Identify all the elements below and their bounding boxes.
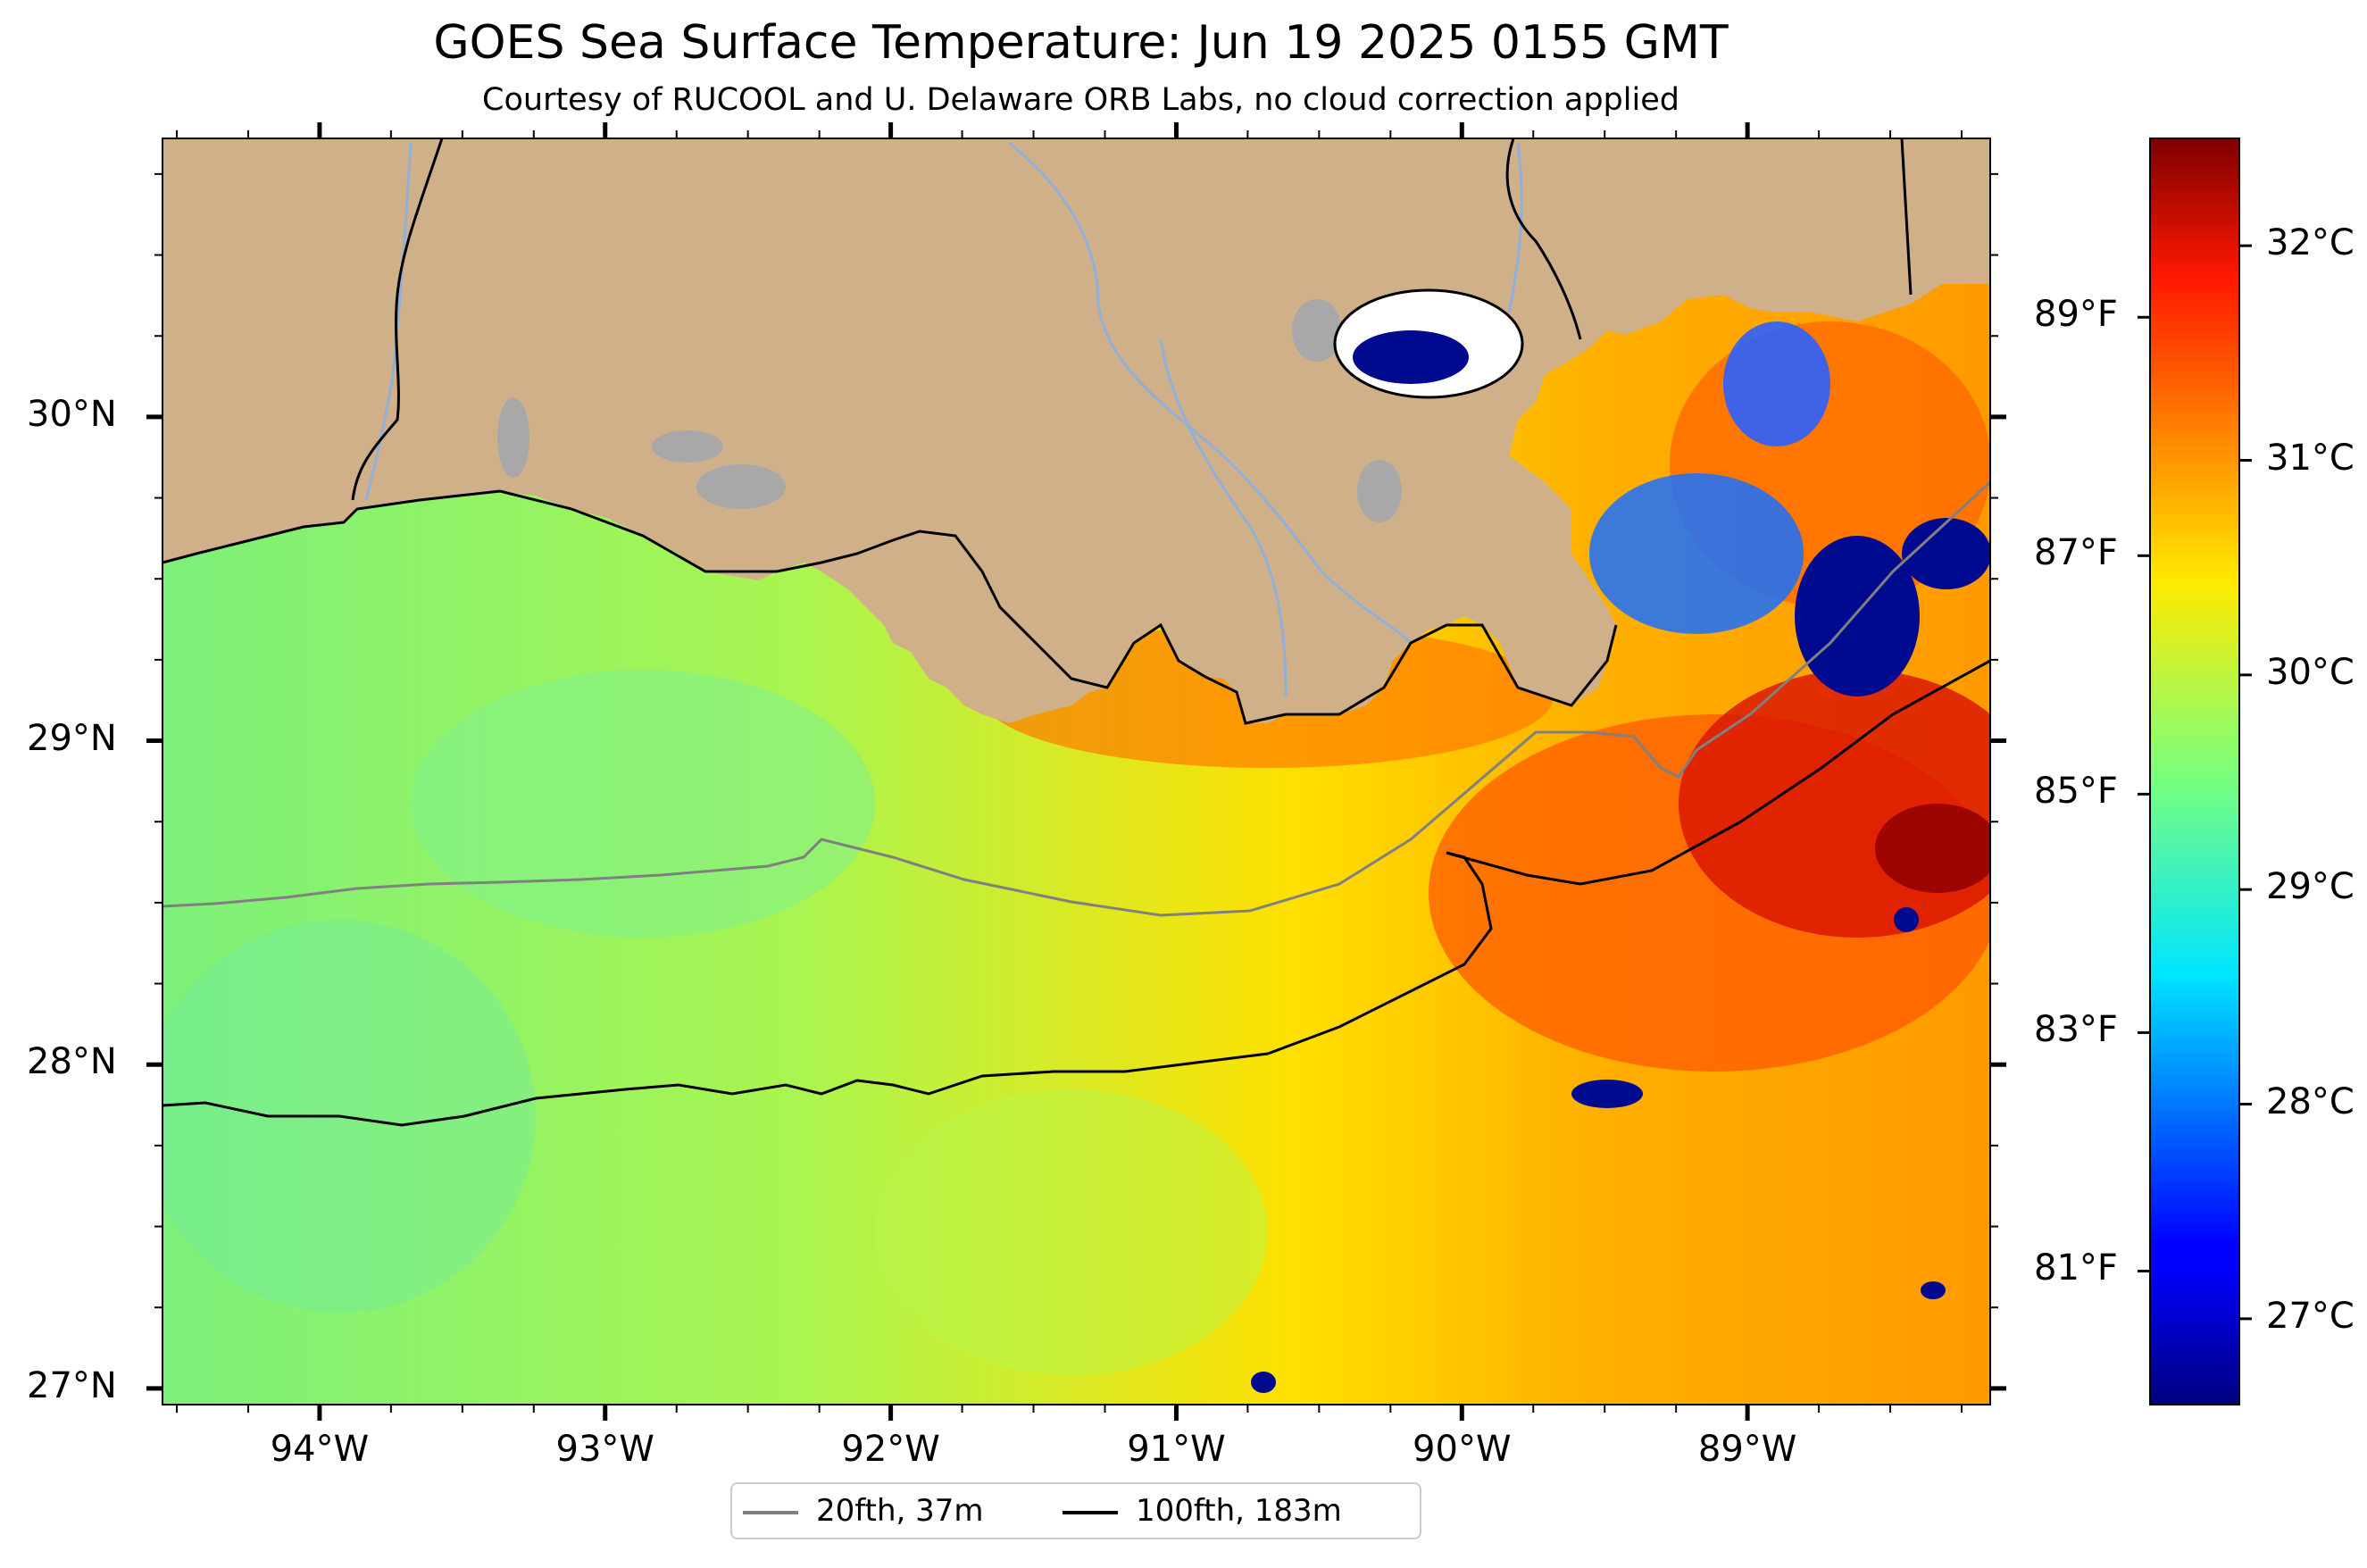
legend-item-100fth: 100fth, 183m <box>1063 1493 1342 1529</box>
lake-white <box>652 430 723 463</box>
colorbar-fahrenheit-label: 83°F <box>2034 1009 2118 1051</box>
colorbar-fahrenheit-label: 85°F <box>2034 771 2118 813</box>
lon-label: 92°W <box>841 1429 940 1470</box>
isobath-legend: 20fth, 37m 100fth, 183m <box>730 1482 1421 1539</box>
lake-calcasieu <box>497 397 529 478</box>
sabine-river <box>364 142 413 501</box>
isobath-100fth <box>163 659 1990 1127</box>
lon-label: 90°W <box>1413 1429 1512 1470</box>
colorbar-celsius-label: 29°C <box>2266 866 2354 908</box>
coastline <box>163 489 1618 725</box>
colorbar-celsius-label: 28°C <box>2266 1080 2354 1122</box>
colorbar-celsius-label: 32°C <box>2266 222 2354 264</box>
colorbar <box>2149 138 2240 1405</box>
lat-label-left: 27°N <box>27 1364 117 1406</box>
lake-verret <box>1357 460 1402 522</box>
lat-label-left: 30°N <box>27 393 117 435</box>
colorbar-fahrenheit-label: 89°F <box>2034 294 2118 336</box>
map-subtitle: Courtesy of RUCOOL and U. Delaware ORB L… <box>482 82 1679 118</box>
legend-line-100fth <box>1063 1510 1118 1514</box>
legend-item-20fth: 20fth, 37m <box>743 1493 984 1529</box>
map-title: GOES Sea Surface Temperature: Jun 19 202… <box>433 16 1729 70</box>
map-ticks <box>146 122 2006 1421</box>
legend-label-20fth: 20fth, 37m <box>816 1493 984 1529</box>
lat-label-left: 29°N <box>27 717 117 759</box>
lon-label: 93°W <box>555 1429 654 1470</box>
colorbar-celsius-label: 27°C <box>2266 1295 2354 1337</box>
legend-line-20fth <box>743 1510 798 1514</box>
state-border-tx-la <box>351 138 444 501</box>
sst-field <box>163 138 1990 1405</box>
lon-label: 94°W <box>270 1429 370 1470</box>
atchafalaya-river <box>1159 338 1288 697</box>
colorbar-celsius-label: 31°C <box>2266 437 2354 479</box>
lake-maurepas <box>1292 299 1342 362</box>
state-border-ms-al <box>1900 138 1913 296</box>
lon-label: 91°W <box>1127 1429 1226 1470</box>
colorbar-celsius-label: 30°C <box>2266 651 2354 693</box>
colorbar-fahrenheit-label: 87°F <box>2034 532 2118 574</box>
legend-label-100fth: 100fth, 183m <box>1136 1493 1342 1529</box>
state-border-la-ms <box>1505 138 1582 340</box>
lat-label-left: 28°N <box>27 1041 117 1083</box>
land-area <box>163 138 1990 723</box>
map-frame <box>162 138 1991 1405</box>
colorbar-ticks <box>2138 244 2252 1321</box>
lake-grand <box>696 464 786 509</box>
colorbar-fahrenheit-label: 81°F <box>2034 1247 2118 1289</box>
lon-label: 89°W <box>1697 1429 1797 1470</box>
isobath-20fth <box>163 480 1990 917</box>
pearl-river <box>1507 142 1523 313</box>
mississippi-river <box>1008 141 1413 645</box>
